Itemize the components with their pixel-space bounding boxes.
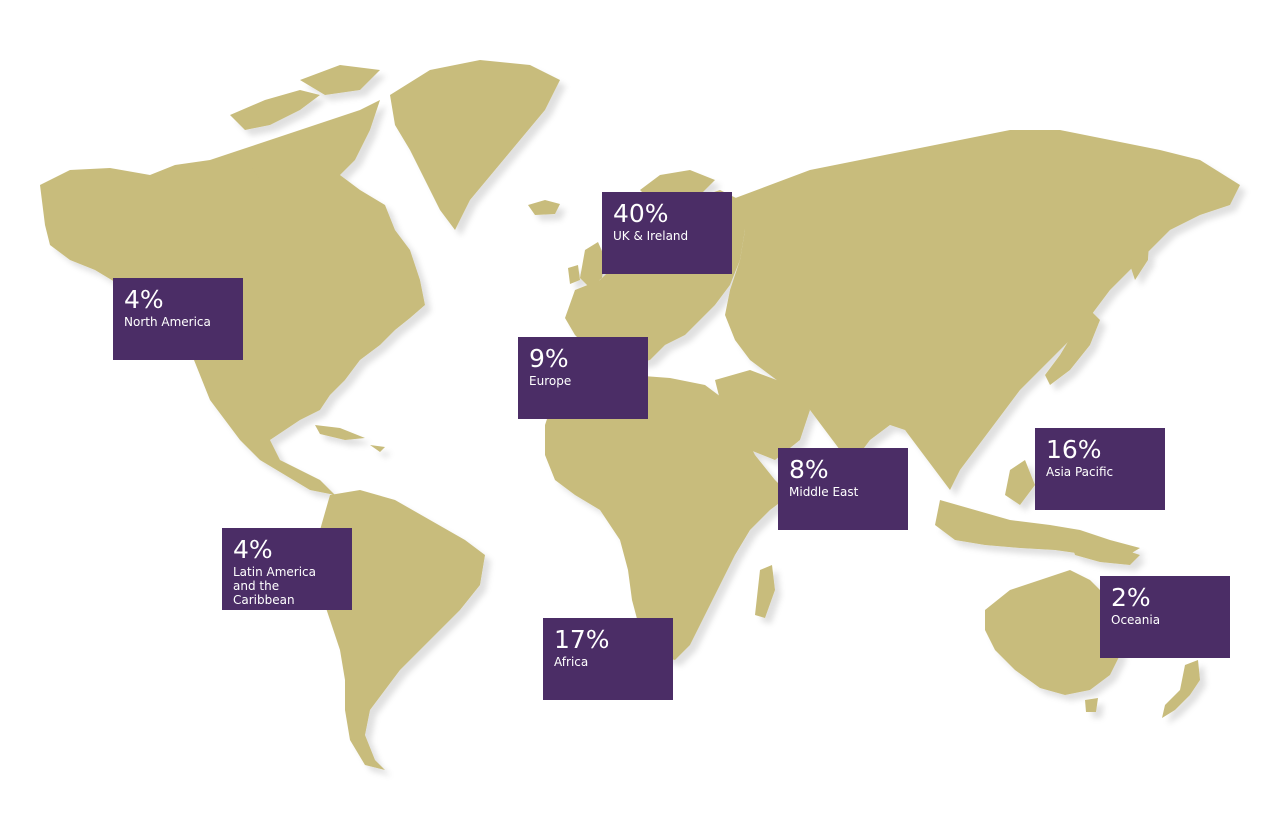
region-box-oceania: 2% Oceania xyxy=(1100,576,1230,658)
region-name: Latin America and the Caribbean xyxy=(233,565,316,607)
madagascar-landmass xyxy=(755,565,775,618)
region-box-latin-america: 4% Latin America and the Caribbean xyxy=(222,528,352,610)
region-percent: 16% xyxy=(1046,435,1102,464)
region-name: North America xyxy=(124,315,211,329)
region-name: Asia Pacific xyxy=(1046,465,1114,479)
region-box-europe: 9% Europe xyxy=(518,337,648,419)
region-name: UK & Ireland xyxy=(613,229,689,243)
region-percent: 9% xyxy=(529,344,569,373)
region-percent: 8% xyxy=(789,455,829,484)
south-america-landmass xyxy=(315,490,485,770)
iceland-landmass xyxy=(528,200,560,215)
region-percent: 2% xyxy=(1111,583,1151,612)
australia-landmass xyxy=(985,570,1120,695)
new-guinea xyxy=(1070,540,1140,565)
region-box-middle-east: 8% Middle East xyxy=(778,448,908,530)
canadian-islands xyxy=(230,65,380,185)
region-percent: 4% xyxy=(124,285,164,314)
region-percent: 4% xyxy=(233,535,273,564)
region-box-africa: 17% Africa xyxy=(543,618,673,700)
japan-islands xyxy=(1045,310,1100,385)
region-percent: 40% xyxy=(613,199,669,228)
asia-landmass xyxy=(725,130,1240,490)
region-box-uk-ireland: 40% UK & Ireland xyxy=(602,192,732,274)
region-name: Africa xyxy=(554,655,589,669)
southeast-asia-islands xyxy=(935,460,1140,560)
new-zealand xyxy=(1162,660,1200,718)
caribbean-islands xyxy=(315,425,385,452)
kamchatka-sakhalin xyxy=(1130,225,1150,280)
region-name: Europe xyxy=(529,374,572,388)
region-box-asia-pacific: 16% Asia Pacific xyxy=(1035,428,1165,510)
arabian-peninsula xyxy=(715,370,810,460)
region-name: Middle East xyxy=(789,485,859,499)
region-percent: 17% xyxy=(554,625,610,654)
greenland-landmass xyxy=(390,60,560,230)
uk-ireland-landmass xyxy=(568,242,605,288)
tasmania xyxy=(1085,698,1098,712)
region-name: Oceania xyxy=(1111,613,1161,627)
region-box-north-america: 4% North America xyxy=(113,278,243,360)
africa-landmass xyxy=(545,375,790,660)
